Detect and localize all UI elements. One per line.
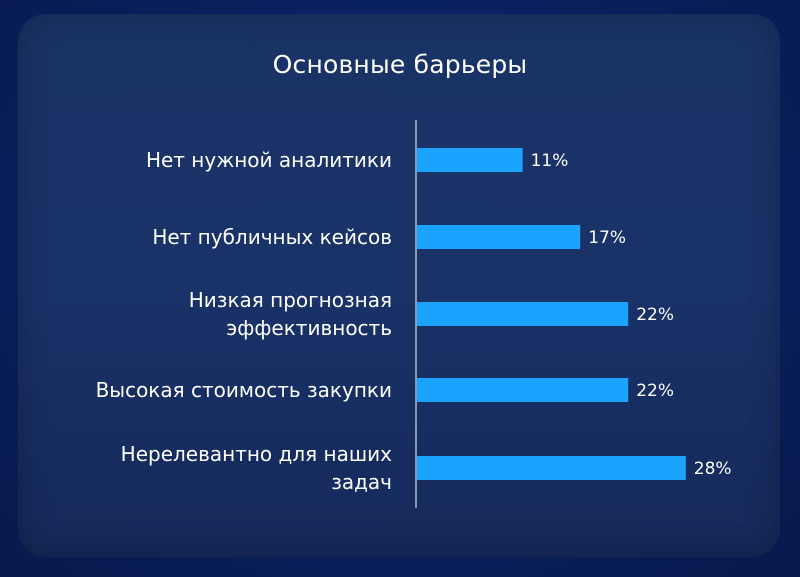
category-label-2: Нет публичных кейсов: [152, 225, 392, 249]
bar-5: [417, 456, 686, 480]
category-label-line: Нет публичных кейсов: [152, 225, 392, 249]
value-label-4: 22%: [636, 381, 674, 401]
category-label-3: Низкая прогнозная эффективность: [189, 288, 392, 340]
value-label-2: 17%: [588, 228, 626, 248]
value-label-3: 22%: [636, 305, 674, 325]
value-label-5: 28%: [694, 459, 732, 479]
category-label-line: Высокая стоимость закупки: [96, 378, 392, 402]
bar-2: [417, 225, 581, 249]
chart-title: Основные барьеры: [272, 50, 528, 79]
bars-group: [417, 148, 686, 480]
category-label-line: задач: [331, 470, 392, 494]
value-labels-group: 11% 17% 22% 22% 28%: [531, 151, 732, 479]
category-label-line: Низкая прогнозная: [189, 288, 392, 312]
category-label-line: Нет нужной аналитики: [146, 148, 392, 172]
category-label-1: Нет нужной аналитики: [146, 148, 392, 172]
bar-4: [417, 378, 629, 402]
category-label-4: Высокая стоимость закупки: [96, 378, 392, 402]
category-label-line: Нерелевантно для наших: [121, 442, 393, 466]
category-labels-group: Нет нужной аналитики Нет публичных кейсов…: [96, 148, 393, 494]
category-label-line: эффективность: [226, 316, 392, 340]
bar-3: [417, 302, 629, 326]
bar-1: [417, 148, 523, 172]
value-label-1: 11%: [531, 151, 569, 171]
category-label-5: Нерелевантно для наших задач: [121, 442, 393, 494]
